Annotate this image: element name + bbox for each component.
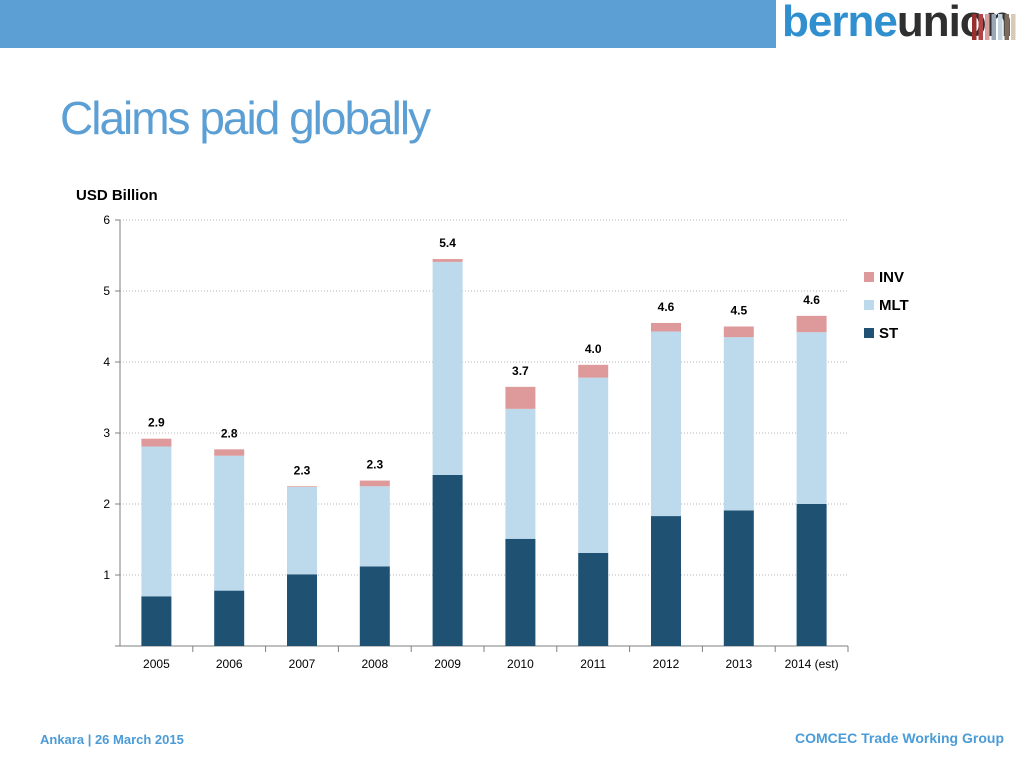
x-tick-label: 2005: [143, 657, 170, 671]
x-tick-label: 2013: [725, 657, 752, 671]
bar-inv: [359, 480, 390, 487]
bar-st: [287, 574, 317, 646]
logo-word-berne: berne: [782, 0, 898, 46]
berne-union-logo: berneunion: [776, 0, 1024, 48]
bar-inv: [505, 386, 536, 409]
bar-mlt: [505, 408, 536, 539]
logo-stripe: [972, 14, 977, 40]
x-tick-label: 2010: [507, 657, 534, 671]
logo-stripe: [1011, 14, 1016, 40]
legend-label-mlt: MLT: [879, 297, 909, 314]
legend-label-st: ST: [879, 325, 898, 342]
bar-st: [214, 590, 245, 646]
x-tick-label: 2011: [580, 657, 606, 671]
legend-swatch-inv: [864, 272, 874, 282]
y-tick-label: 1: [103, 568, 110, 582]
bar-inv: [796, 315, 827, 333]
bar-total-label: 4.6: [658, 300, 675, 314]
bar-total-label: 4.6: [803, 293, 820, 307]
x-tick-label: 2012: [653, 657, 680, 671]
bar-total-label: 2.9: [148, 416, 165, 430]
bar-total-label: 4.0: [585, 342, 602, 356]
bar-total-label: 5.4: [439, 236, 456, 250]
bar-mlt: [214, 455, 245, 591]
bar-total-label: 2.3: [294, 463, 311, 477]
bar-st: [141, 596, 172, 646]
logo-stripe: [978, 14, 983, 40]
bar-st: [505, 538, 536, 646]
bar-st: [359, 566, 390, 646]
bar-inv: [651, 322, 681, 332]
x-tick-label: 2007: [289, 657, 316, 671]
legend-swatch-mlt: [864, 300, 874, 310]
bar-mlt: [651, 331, 681, 517]
bar-mlt: [359, 486, 390, 567]
bar-inv: [287, 486, 317, 487]
bar-mlt: [723, 337, 754, 511]
bar-inv: [723, 326, 754, 338]
y-tick-label: 5: [103, 284, 110, 298]
logo-stripe: [985, 14, 990, 40]
logo-stripe: [998, 14, 1003, 40]
bar-mlt: [141, 446, 172, 597]
footer-location-date: Ankara | 26 March 2015: [40, 732, 184, 747]
bar-mlt: [432, 261, 463, 475]
y-tick-label: 4: [103, 355, 110, 369]
bar-mlt: [287, 486, 317, 575]
bar-total-label: 2.3: [366, 458, 383, 472]
y-axis-title: USD Billion: [76, 187, 158, 204]
legend-swatch-st: [864, 328, 874, 338]
bar-inv: [214, 449, 245, 456]
bar-total-label: 4.5: [730, 304, 747, 318]
bar-total-label: 2.8: [221, 426, 238, 440]
y-tick-label: 6: [103, 213, 110, 227]
header-bar: berneunion: [0, 0, 1024, 48]
y-tick-label: 3: [103, 426, 110, 440]
x-tick-label: 2009: [434, 657, 461, 671]
x-tick-label: 2008: [361, 657, 388, 671]
bar-st: [651, 516, 681, 646]
bar-st: [723, 510, 754, 646]
logo-stripe: [1004, 14, 1009, 40]
bar-inv: [578, 364, 609, 378]
y-tick-label: 2: [103, 497, 110, 511]
bar-inv: [141, 438, 172, 447]
bar-mlt: [578, 377, 609, 553]
x-tick-label: 2006: [216, 657, 243, 671]
bar-mlt: [796, 332, 827, 504]
bar-st: [432, 474, 463, 646]
slide-title: Claims paid globally: [60, 92, 431, 144]
footer-group-name: COMCEC Trade Working Group: [795, 730, 1004, 746]
bar-total-label: 3.7: [512, 364, 529, 378]
x-tick-label: 2014 (est): [785, 657, 839, 671]
logo-stripe: [991, 14, 996, 40]
logo-stripes-icon: [972, 14, 1016, 40]
bar-st: [578, 552, 609, 646]
legend-label-inv: INV: [879, 269, 904, 286]
bar-st: [796, 504, 827, 646]
bar-inv: [432, 259, 463, 262]
